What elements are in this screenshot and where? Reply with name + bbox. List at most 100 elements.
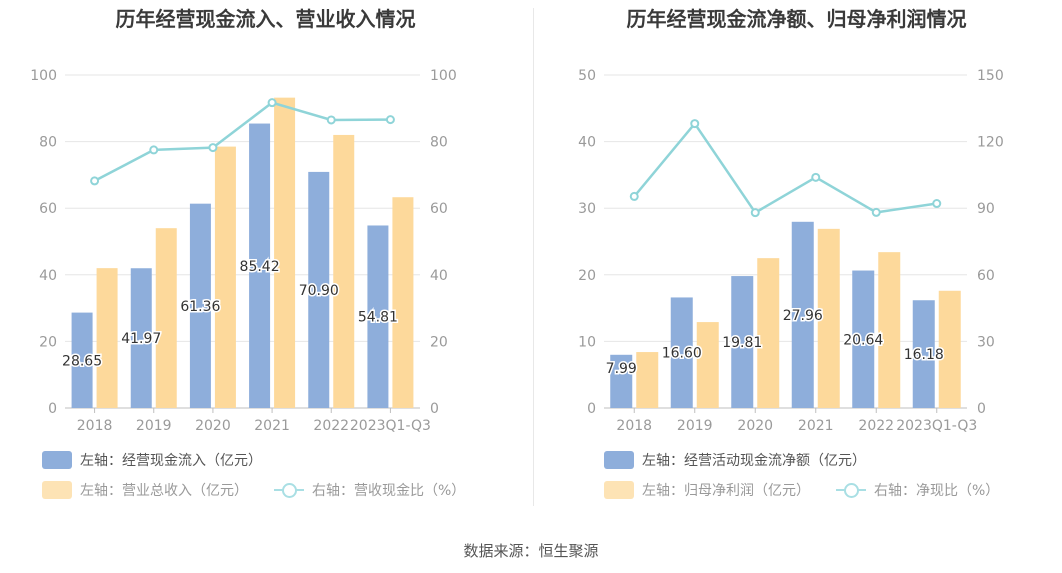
legend-item-line[interactable]: 右轴：营收现金比（%） (274, 480, 465, 500)
panel-divider (533, 8, 534, 506)
bar-blue (71, 312, 93, 408)
legend-label: 左轴：经营现金流入（亿元） (80, 453, 262, 469)
left-axis-tick-label: 10 (578, 334, 596, 350)
chart-title: 历年经营现金流净额、归母净利润情况 (626, 7, 967, 31)
right-axis-tick-label: 30 (977, 334, 995, 350)
bar-data-label: 54.81 (358, 310, 398, 326)
bar-blue (852, 270, 875, 408)
left-axis-tick-label: 40 (578, 135, 596, 151)
right-axis-tick-label: 60 (977, 268, 995, 284)
legend-swatch-orange (604, 481, 634, 499)
bar-blue (308, 171, 330, 408)
legend-label: 左轴：归母净利润（亿元） (642, 483, 810, 499)
legend-label: 右轴：净现比（%） (874, 483, 1000, 499)
bar-orange (878, 252, 901, 408)
ratio-point (90, 176, 100, 186)
chart-title: 历年经营现金流入、营业收入情况 (115, 7, 416, 31)
x-axis-tick-label: 2019 (677, 418, 713, 434)
bar-data-label: 19.81 (722, 335, 762, 351)
bar-orange (757, 258, 780, 408)
x-axis-tick-label: 2018 (77, 418, 113, 434)
ratio-point (208, 143, 218, 153)
bar-data-label: 28.65 (62, 353, 102, 369)
bar-orange (696, 322, 719, 408)
bar-data-label: 70.90 (299, 283, 339, 299)
left-axis-tick-label: 60 (39, 201, 57, 217)
bar-data-label: 16.18 (904, 347, 944, 363)
x-axis-tick-label: 2022 (313, 418, 349, 434)
bar-orange (333, 134, 355, 408)
left-axis-tick-label: 30 (578, 201, 596, 217)
ratio-point (149, 145, 159, 155)
bar-data-label: 20.64 (843, 332, 883, 348)
ratio-line (633, 121, 937, 215)
x-axis-tick-label: 2023Q1-Q3 (896, 418, 977, 434)
ratio-point (690, 119, 700, 129)
bar-blue (912, 300, 935, 408)
x-axis-tick-label: 2018 (616, 418, 652, 434)
bar-blue (189, 203, 211, 408)
right-axis-tick-label: 80 (430, 135, 448, 151)
ratio-point (385, 115, 395, 125)
left-axis-tick-label: 40 (39, 268, 57, 284)
legend-label: 右轴：营收现金比（%） (312, 483, 466, 499)
ratio-point (871, 207, 881, 217)
right-axis-tick-label: 0 (430, 401, 439, 417)
right-axis-tick-label: 20 (430, 334, 448, 350)
bar-data-label: 7.99 (606, 361, 637, 377)
x-axis-tick-label: 2021 (254, 418, 290, 434)
x-axis-tick-label: 2022 (858, 418, 894, 434)
legend-line-icon (836, 481, 866, 499)
left-axis-tick-label: 50 (578, 68, 596, 84)
legend-item-line[interactable]: 右轴：净现比（%） (836, 480, 999, 500)
bar-orange (214, 146, 236, 408)
right-axis-tick-label: 100 (430, 68, 457, 84)
chart-panel-right: 历年经营现金流净额、归母净利润情况 0 10 20 30 40 50 0 30 60 90 120 1… (531, 0, 1062, 510)
bar-data-label: 41.97 (121, 331, 161, 347)
legend-item-bar-orange[interactable]: 左轴：营业总收入（亿元） (42, 480, 248, 500)
bar-blue (670, 297, 693, 408)
bar-orange (96, 268, 118, 408)
legend-item-bar-blue[interactable]: 左轴：经营活动现金流净额（亿元） (604, 450, 866, 470)
legend-swatch-blue (42, 451, 72, 469)
bar-blue (610, 354, 633, 408)
right-axis-tick-label: 40 (430, 268, 448, 284)
ratio-point (750, 208, 760, 218)
data-source-note: 数据来源：恒生聚源 (463, 542, 599, 560)
x-axis-tick-label: 2020 (195, 418, 231, 434)
bar-blue (367, 225, 389, 408)
bar-blue (731, 276, 754, 408)
bar-orange (274, 97, 296, 409)
bar-blue (130, 268, 152, 408)
x-axis-tick-label: 2019 (136, 418, 172, 434)
legend-line-icon (274, 481, 304, 499)
ratio-line (94, 101, 391, 183)
left-axis-tick-label: 0 (48, 401, 57, 417)
legend-item-bar-orange[interactable]: 左轴：归母净利润（亿元） (604, 480, 810, 500)
right-axis-tick-label: 150 (977, 68, 1004, 84)
bar-blue (249, 123, 271, 409)
ratio-point (326, 115, 336, 125)
x-axis-tick-label: 2021 (798, 418, 834, 434)
x-axis-tick-label: 2020 (737, 418, 773, 434)
legend-label: 左轴：经营活动现金流净额（亿元） (642, 453, 866, 469)
bar-blue (791, 221, 814, 408)
chart-plot-left: 0 20 40 60 80 100 0 20 40 60 80 100 2018 2019 2020 2021… (30, 68, 457, 434)
left-axis-tick-label: 20 (578, 268, 596, 284)
legend-label: 左轴：营业总收入（亿元） (80, 483, 248, 499)
legend-item-bar-blue[interactable]: 左轴：经营现金流入（亿元） (42, 450, 262, 470)
bar-data-label: 16.60 (662, 346, 702, 362)
left-axis-tick-label: 80 (39, 135, 57, 151)
legend-swatch-blue (604, 451, 634, 469)
bar-orange (938, 290, 961, 408)
bar-orange (817, 228, 840, 408)
left-axis-tick-label: 100 (30, 68, 57, 84)
ratio-point (267, 98, 277, 108)
bar-data-label: 27.96 (783, 308, 823, 324)
x-axis-tick-label: 2023Q1-Q3 (350, 418, 431, 434)
right-axis-tick-label: 120 (977, 135, 1004, 151)
ratio-point (811, 172, 821, 182)
left-axis-tick-label: 20 (39, 334, 57, 350)
right-axis-tick-label: 0 (977, 401, 986, 417)
bar-data-label: 85.42 (240, 259, 280, 275)
